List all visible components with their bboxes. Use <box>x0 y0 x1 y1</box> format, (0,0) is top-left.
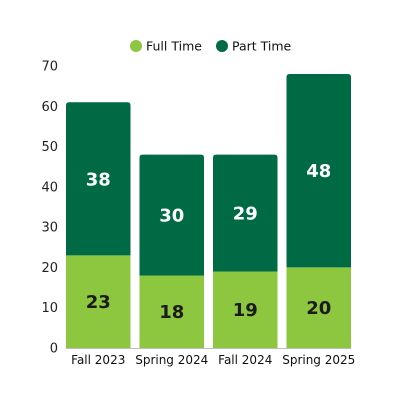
y-tick-label: 70 <box>41 60 58 75</box>
x-tick-label: Fall 2024 <box>218 353 272 367</box>
y-tick-label: 0 <box>50 342 58 357</box>
bar-segment <box>139 275 204 348</box>
bar-segment <box>66 255 131 348</box>
bar-segment <box>286 267 351 348</box>
bar-segment <box>213 154 278 272</box>
y-tick-label: 20 <box>41 261 58 276</box>
bar-group: 23 38 <box>66 102 131 348</box>
data-label: 48 <box>306 161 331 182</box>
data-label: 19 <box>233 300 258 321</box>
x-tick-label: Spring 2024 <box>135 353 208 367</box>
y-tick-label: 50 <box>41 140 58 155</box>
y-tick-label: 10 <box>41 301 58 316</box>
legend-label-1: Part Time <box>232 39 292 54</box>
bar-segment <box>286 74 351 268</box>
data-label: 29 <box>233 204 258 225</box>
x-tick-label: Spring 2025 <box>282 353 355 367</box>
data-label: 20 <box>306 298 331 319</box>
legend-swatch-0 <box>130 40 142 52</box>
bar-segment <box>213 271 278 348</box>
data-label: 23 <box>86 292 111 313</box>
y-tick-label: 60 <box>41 100 58 115</box>
y-tick-label: 40 <box>41 180 58 195</box>
y-axis: 0 10 20 30 40 50 60 70 <box>41 60 58 357</box>
bar-segment <box>139 154 204 276</box>
legend-swatch-1 <box>216 40 228 52</box>
x-axis: Fall 2023 Spring 2024 Fall 2024 Spring 2025 <box>66 348 355 367</box>
legend-label-0: Full Time <box>146 39 202 54</box>
bar-segment <box>66 102 131 256</box>
y-tick-label: 30 <box>41 221 58 236</box>
data-label: 38 <box>86 169 111 190</box>
data-label: 18 <box>159 302 184 323</box>
x-tick-label: Fall 2023 <box>71 353 125 367</box>
legend: Full Time Part Time <box>130 39 292 54</box>
data-label: 30 <box>159 206 184 227</box>
